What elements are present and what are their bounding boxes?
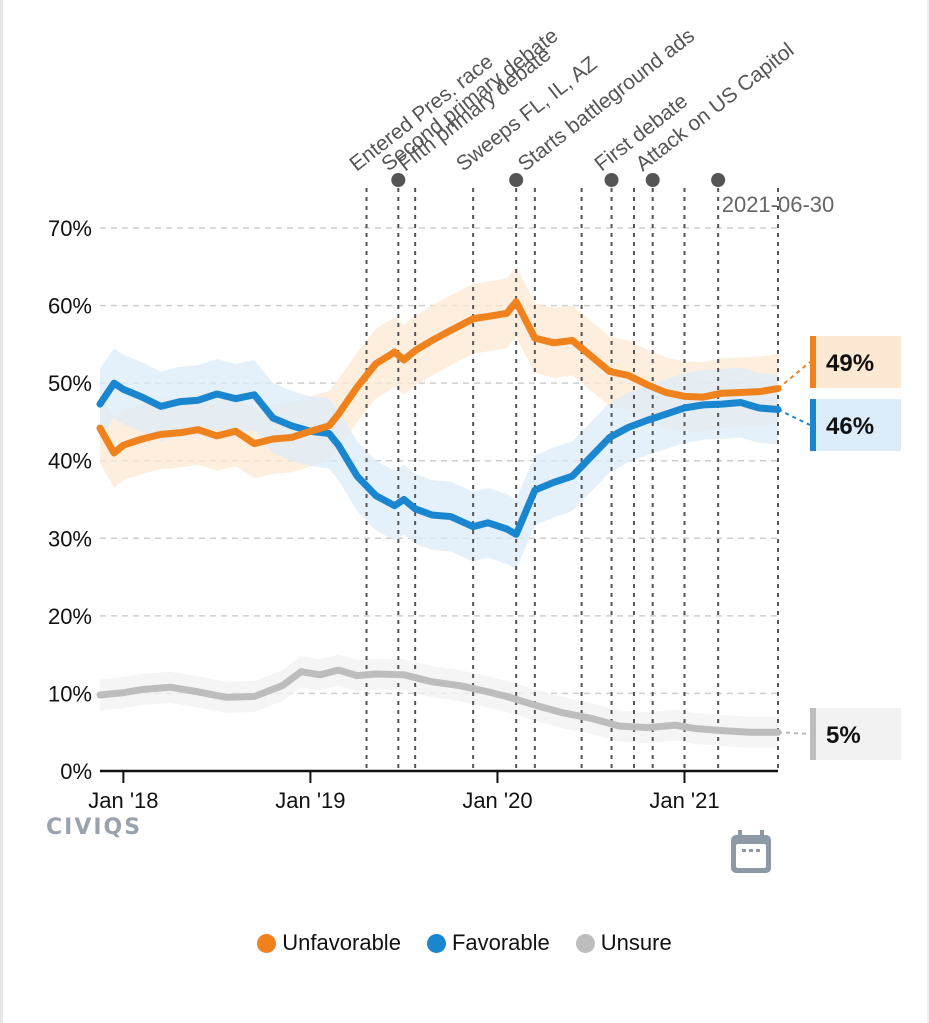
band-unsure: [100, 654, 778, 748]
y-tick-label: 10%: [48, 681, 92, 706]
event-dot: [509, 173, 524, 187]
y-tick-label: 0%: [60, 759, 92, 784]
y-tick-label: 60%: [48, 294, 92, 319]
band-favorable: [100, 348, 778, 570]
line-favorable: [96, 379, 782, 538]
calendar-button[interactable]: [730, 830, 772, 874]
end-label-box: [810, 708, 901, 760]
civiqs-logo: CIVIQS: [46, 815, 143, 840]
legend-label: Favorable: [451, 930, 550, 955]
end-labels: 49% 46% 5%: [777, 336, 901, 760]
end-label-box: [810, 399, 901, 451]
legend-item-unfavorable[interactable]: Unfavorable: [257, 930, 401, 956]
series-lines: [96, 298, 782, 736]
event-dot: [711, 173, 726, 187]
x-tick-label: Jan '19: [275, 788, 345, 813]
end-label-bar: [810, 708, 816, 760]
end-label-box: [810, 336, 901, 388]
end-connector: [777, 408, 811, 426]
frame-border-left: [0, 0, 3, 1023]
legend-dot-favorable: [426, 933, 446, 953]
frame-border-right: [927, 0, 929, 1023]
legend: Unfavorable Favorable Unsure: [0, 930, 929, 956]
legend-dot-unsure: [575, 933, 595, 953]
event-dot: [391, 173, 406, 187]
end-label-favorable: 46%: [826, 413, 874, 440]
end-connector: [777, 731, 811, 735]
x-tick-label: Jan '18: [88, 788, 158, 813]
event-dot: [645, 173, 660, 187]
line-unsure: [96, 666, 782, 736]
legend-item-favorable[interactable]: Favorable: [426, 930, 550, 956]
legend-item-unsure[interactable]: Unsure: [575, 930, 672, 956]
y-tick-label: 50%: [48, 371, 92, 396]
legend-label: Unfavorable: [282, 930, 401, 955]
x-tick-label: Jan '21: [649, 788, 719, 813]
end-date-label: 2021-06-30: [722, 192, 835, 217]
y-tick-label: 40%: [48, 449, 92, 474]
end-connector: [777, 361, 811, 390]
line-unfavorable: [96, 298, 782, 457]
y-tick-label: 20%: [48, 604, 92, 629]
legend-label: Unsure: [600, 930, 672, 955]
y-tick-label: 70%: [48, 216, 92, 241]
end-label-unfavorable: 49%: [826, 350, 874, 377]
legend-dot-unfavorable: [257, 933, 277, 953]
calendar-icon: [731, 830, 771, 873]
y-tick-label: 30%: [48, 526, 92, 551]
event-dot: [604, 173, 619, 187]
x-tick-label: Jan '20: [462, 788, 532, 813]
end-label-unsure: 5%: [826, 722, 861, 749]
end-label-bar: [810, 336, 816, 388]
axes: 0% 10% 20% 30% 40% 50% 60% 70% Jan '18 Jan '19 Jan…: [48, 216, 778, 813]
end-label-bar: [810, 399, 816, 451]
